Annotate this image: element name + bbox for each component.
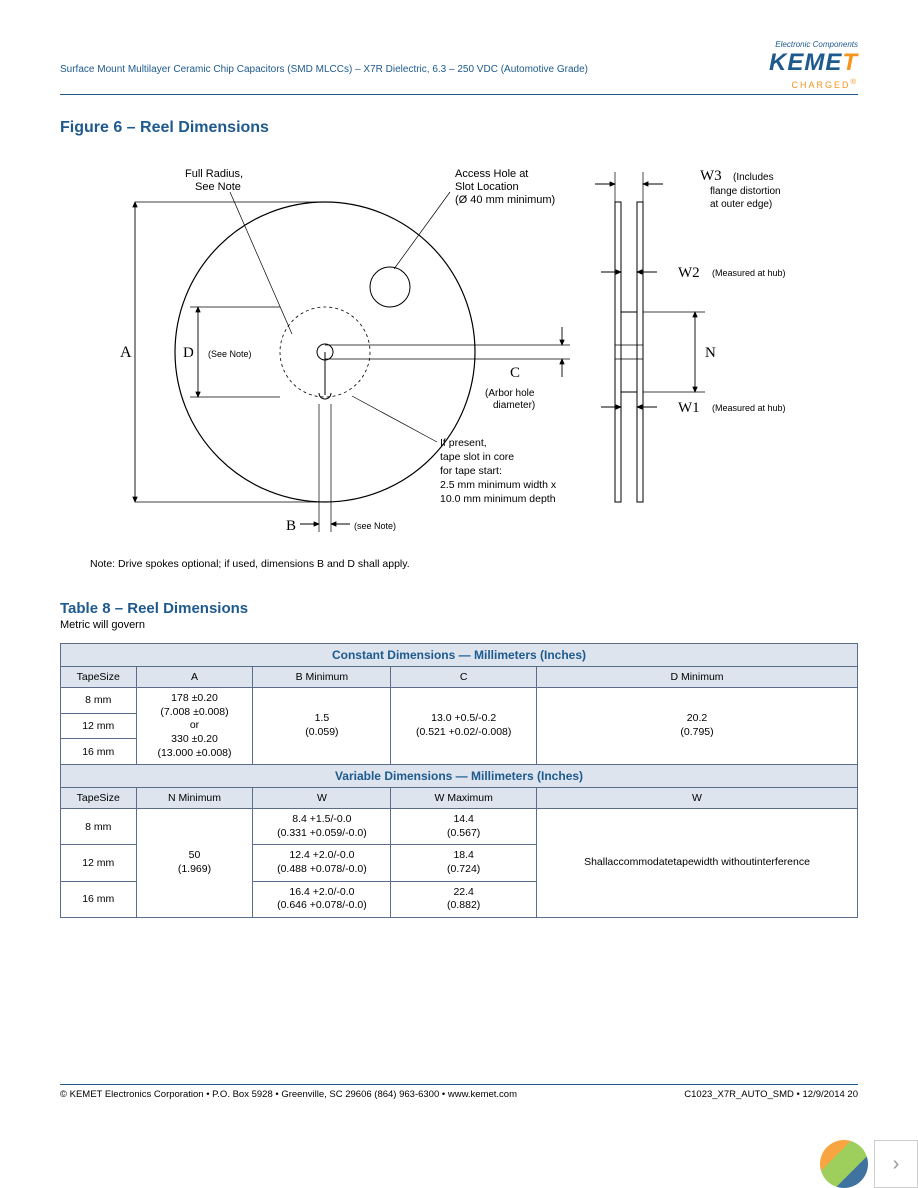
reel-diagram: A D (See Note) B (see Note) Full Radius,… [90, 152, 860, 552]
table-cell: 16 mm [61, 739, 137, 765]
table-cell: 1.5(0.059) [253, 688, 391, 765]
next-page-button[interactable]: › [874, 1140, 918, 1188]
svg-text:Access Hole at: Access Hole at [455, 168, 528, 180]
table-cell: 22.4(0.882) [391, 881, 537, 917]
metric-note: Metric will govern [60, 619, 858, 631]
table-cell: 16 mm [61, 881, 137, 917]
svg-text:N: N [705, 345, 716, 361]
nav-logo-icon[interactable] [820, 1140, 868, 1188]
table-cell: 13.0 +0.5/-0.2(0.521 +0.02/-0.008) [391, 688, 537, 765]
kemet-logo: Electronic Components KEMET CHARGED® [769, 40, 858, 90]
table-cell: 12 mm [61, 845, 137, 881]
svg-text:at outer edge): at outer edge) [710, 199, 772, 210]
table-cell: 18.4(0.724) [391, 845, 537, 881]
footer-left: © KEMET Electronics Corporation • P.O. B… [60, 1089, 517, 1100]
col-b: B Minimum [253, 667, 391, 688]
col-tapesize2: TapeSize [61, 788, 137, 809]
col-w3: W [537, 788, 858, 809]
svg-text:If present,: If present, [440, 437, 487, 449]
svg-text:(see Note): (see Note) [354, 521, 396, 531]
table-cell: 8.4 +1.5/-0.0(0.331 +0.059/-0.0) [253, 809, 391, 845]
svg-text:W2: W2 [678, 265, 700, 281]
svg-text:B: B [286, 518, 296, 534]
table-cell: Shallaccommodatetapewidth withoutinterfe… [537, 809, 858, 918]
svg-text:Full Radius,: Full Radius, [185, 168, 243, 180]
header-title: Surface Mount Multilayer Ceramic Chip Ca… [60, 64, 588, 75]
svg-text:10.0 mm minimum depth: 10.0 mm minimum depth [440, 493, 556, 505]
svg-text:flange distortion: flange distortion [710, 186, 781, 197]
svg-text:C: C [510, 365, 520, 381]
table-cell: 178 ±0.20(7.008 ±0.008)or330 ±0.20(13.00… [136, 688, 253, 765]
page-header: Surface Mount Multilayer Ceramic Chip Ca… [60, 40, 858, 95]
svg-text:2.5 mm minimum width x: 2.5 mm minimum width x [440, 479, 557, 491]
figure-note: Note: Drive spokes optional; if used, di… [90, 558, 858, 570]
page-nav: › [820, 1140, 918, 1188]
svg-text:(Measured at hub): (Measured at hub) [712, 268, 786, 278]
dimensions-table: Constant Dimensions — Millimeters (Inche… [60, 643, 858, 918]
logo-tagline: Electronic Components [769, 40, 858, 49]
svg-text:Slot Location: Slot Location [455, 181, 519, 193]
table-cell: 14.4(0.567) [391, 809, 537, 845]
col-d: D Minimum [537, 667, 858, 688]
svg-text:W3: W3 [700, 168, 722, 184]
constant-header: Constant Dimensions — Millimeters (Inche… [61, 644, 858, 667]
table-cell: 8 mm [61, 809, 137, 845]
svg-text:See Note: See Note [195, 181, 241, 193]
page-footer: © KEMET Electronics Corporation • P.O. B… [60, 1084, 858, 1100]
table-cell: 12 mm [61, 713, 137, 739]
col-tapesize: TapeSize [61, 667, 137, 688]
figure-title: Figure 6 – Reel Dimensions [60, 119, 858, 137]
col-n: N Minimum [136, 788, 253, 809]
table-cell: 8 mm [61, 688, 137, 714]
svg-text:for tape start:: for tape start: [440, 465, 502, 477]
logo-name: KEMET [769, 49, 858, 77]
col-c: C [391, 667, 537, 688]
svg-text:A: A [120, 344, 132, 361]
svg-text:(Includes: (Includes [733, 172, 774, 183]
svg-text:(Ø 40 mm minimum): (Ø 40 mm minimum) [455, 194, 555, 206]
col-a: A [136, 667, 253, 688]
svg-text:diameter): diameter) [493, 400, 535, 411]
table-title: Table 8 – Reel Dimensions [60, 600, 858, 617]
footer-right: C1023_X7R_AUTO_SMD • 12/9/2014 20 [684, 1089, 858, 1100]
table-cell: 16.4 +2.0/-0.0(0.646 +0.078/-0.0) [253, 881, 391, 917]
table-cell: 50(1.969) [136, 809, 253, 918]
svg-text:tape slot in core: tape slot in core [440, 451, 514, 463]
svg-text:D: D [183, 345, 194, 361]
col-w1: W [253, 788, 391, 809]
variable-header: Variable Dimensions — Millimeters (Inche… [61, 765, 858, 788]
table-cell: 20.2(0.795) [537, 688, 858, 765]
col-w2: W Maximum [391, 788, 537, 809]
svg-text:W1: W1 [678, 400, 700, 416]
table-cell: 12.4 +2.0/-0.0(0.488 +0.078/-0.0) [253, 845, 391, 881]
logo-charged: CHARGED® [769, 77, 858, 90]
svg-text:(See Note): (See Note) [208, 349, 252, 359]
svg-text:(Arbor hole: (Arbor hole [485, 388, 535, 399]
svg-text:(Measured at hub): (Measured at hub) [712, 403, 786, 413]
